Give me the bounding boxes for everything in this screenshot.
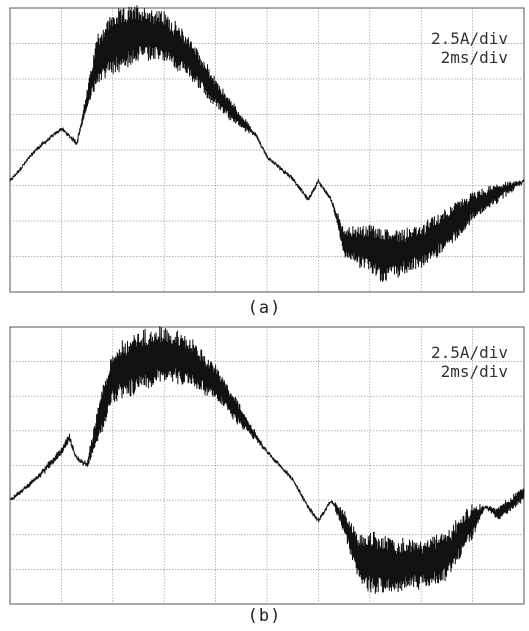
current-waveform-a (9, 5, 525, 283)
scope-panel-a: 2.5A/div 2ms/div (a) (9, 5, 525, 318)
current-waveform-b (9, 326, 525, 594)
caption-b: (b) (247, 606, 282, 626)
scale-current-label-a: 2.5A/div (431, 29, 508, 48)
scale-time-label-b: 2ms/div (441, 362, 508, 381)
scale-current-label-b: 2.5A/div (431, 343, 508, 362)
scope-panel-b: 2.5A/div 2ms/div (b) (0, 322, 529, 631)
oscilloscope-plot-a: 2.5A/div 2ms/div (9, 5, 525, 293)
scale-time-label-a: 2ms/div (441, 48, 508, 67)
oscilloscope-plot-b: 2.5A/div 2ms/div (9, 326, 525, 605)
caption-a: (a) (247, 298, 282, 318)
